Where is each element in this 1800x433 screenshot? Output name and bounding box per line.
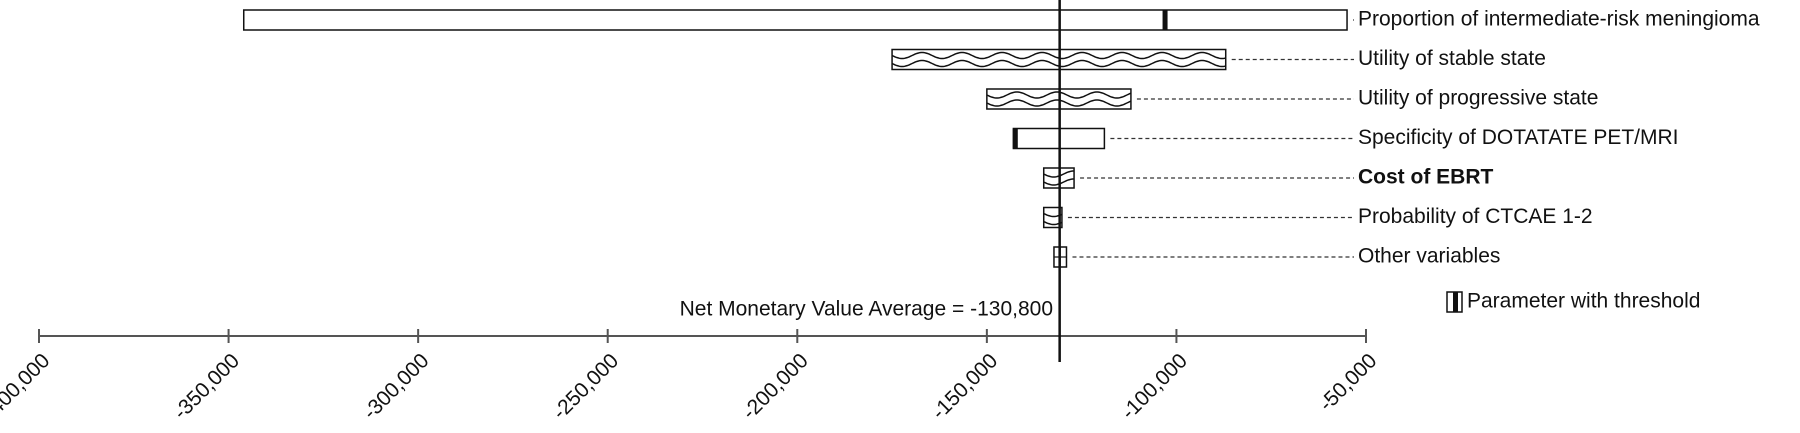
annotation: Net Monetary Value Average = -130,800 xyxy=(680,298,1053,321)
bar-label: Utility of progressive state xyxy=(1358,87,1598,110)
x-tick-label: -100,000 xyxy=(1117,349,1192,424)
legend-label: Parameter with threshold xyxy=(1467,290,1700,313)
bar-label: Probability of CTCAE 1-2 xyxy=(1358,205,1593,228)
bar-label: Utility of stable state xyxy=(1358,47,1546,70)
bar-label: Proportion of intermediate-risk meningio… xyxy=(1358,8,1760,31)
x-tick-label: -350,000 xyxy=(169,349,244,424)
legend-icon-marker xyxy=(1453,292,1458,312)
x-tick-label: -250,000 xyxy=(548,349,623,424)
x-tick-label: -50,000 xyxy=(1315,349,1382,416)
bar xyxy=(242,9,1348,31)
x-tick-label: -150,000 xyxy=(927,349,1002,424)
bar-label: Specificity of DOTATATE PET/MRI xyxy=(1358,126,1679,149)
bar xyxy=(1042,206,1063,229)
threshold-marker xyxy=(1162,10,1168,30)
bar-label: Other variables xyxy=(1358,245,1500,268)
x-tick-label: -300,000 xyxy=(359,349,434,424)
bar-label: Cost of EBRT xyxy=(1358,166,1493,189)
x-tick-label: -200,000 xyxy=(738,349,813,424)
threshold-marker xyxy=(1012,128,1018,149)
x-tick-label: -400,000 xyxy=(0,349,54,424)
